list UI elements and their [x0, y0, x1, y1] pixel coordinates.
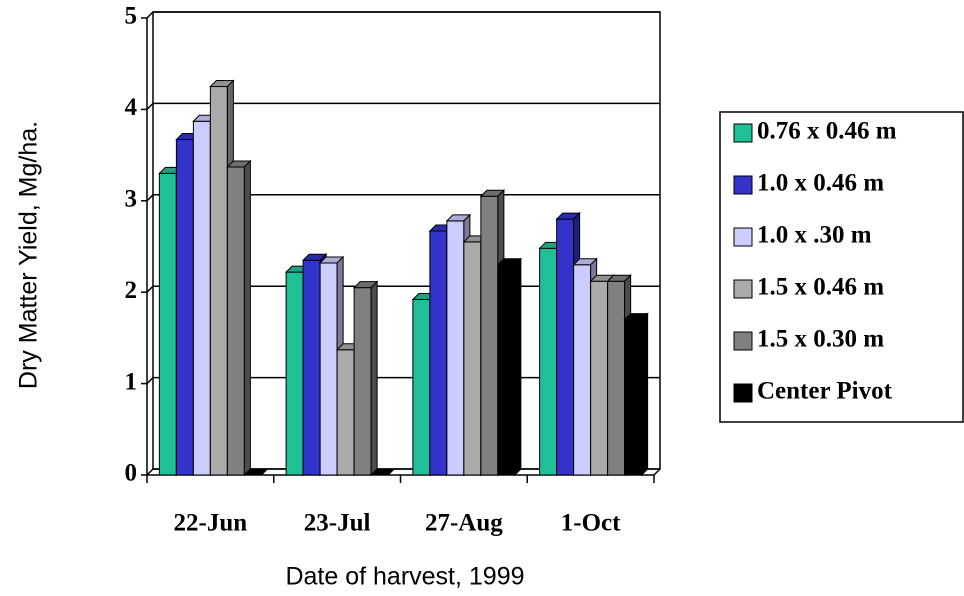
wall-line — [146, 11, 154, 19]
bar-side — [243, 159, 251, 477]
bar-side — [514, 257, 522, 477]
x-tick-label: 23-Jul — [304, 510, 371, 537]
bar — [243, 468, 269, 476]
bar — [352, 280, 379, 477]
bar-front — [446, 220, 465, 476]
legend-swatch — [733, 227, 753, 247]
legend-label: 1.0 x 0.46 m — [757, 170, 884, 197]
legend-swatch — [733, 279, 753, 299]
bar-front — [429, 230, 448, 476]
y-tick-label: 2 — [125, 277, 138, 304]
y-tick-label: 5 — [125, 3, 138, 30]
bar-front — [353, 287, 372, 476]
bar — [226, 159, 252, 477]
wall-line — [146, 377, 154, 385]
legend-box — [719, 111, 964, 423]
floor-side — [653, 468, 661, 476]
bar-front — [158, 172, 177, 476]
legend-label: 1.5 x 0.46 m — [757, 274, 884, 301]
legend-swatch — [733, 123, 753, 143]
y-tick-label: 4 — [125, 94, 138, 121]
bar-front — [226, 166, 245, 476]
legend-label: 1.0 x .30 m — [757, 222, 872, 249]
bar-front — [497, 264, 516, 476]
x-axis-title: Date of harvest, 1999 — [285, 563, 524, 591]
bar-side — [370, 280, 378, 477]
bar-front — [319, 262, 338, 476]
wall-line — [146, 194, 154, 202]
bar-front — [607, 280, 626, 476]
legend-swatch — [733, 175, 753, 195]
y-tick-label: 3 — [125, 186, 138, 213]
y-tick-label: 0 — [125, 460, 138, 487]
bar-side — [261, 468, 268, 476]
bar-front — [285, 271, 304, 476]
legend-swatch — [733, 383, 753, 403]
x-tick-label: 27-Aug — [425, 510, 503, 537]
bar-front — [336, 349, 355, 476]
x-tick-label: 22-Jun — [174, 510, 248, 537]
bar — [623, 312, 649, 477]
legend-label: Center Pivot — [757, 378, 893, 405]
legend-swatch — [733, 331, 753, 351]
legend-label: 1.5 x 0.30 m — [757, 326, 884, 353]
bar-front — [463, 241, 482, 476]
bar-front — [480, 195, 499, 476]
wall-line — [146, 102, 154, 110]
bar-front — [539, 247, 558, 476]
x-tick-label: 1-Oct — [561, 510, 621, 537]
y-tick-label: 1 — [125, 368, 138, 395]
bar-side — [641, 312, 649, 477]
bar-front — [590, 280, 609, 476]
bar-front — [192, 120, 211, 476]
bar — [369, 468, 396, 476]
bar — [496, 257, 523, 477]
bar-front — [556, 218, 575, 476]
bar-front — [209, 86, 228, 476]
bar-front — [624, 319, 643, 476]
bar-front — [412, 299, 431, 476]
legend-label: 0.76 x 0.46 m — [757, 118, 897, 145]
bar-side — [387, 468, 395, 476]
wall-line — [146, 285, 154, 293]
wall-line — [146, 468, 154, 476]
bar-front — [302, 259, 321, 476]
y-axis-title: Dry Matter Yield, Mg/ha. — [15, 121, 43, 389]
bar-front — [175, 139, 194, 476]
bar-front — [573, 264, 592, 476]
